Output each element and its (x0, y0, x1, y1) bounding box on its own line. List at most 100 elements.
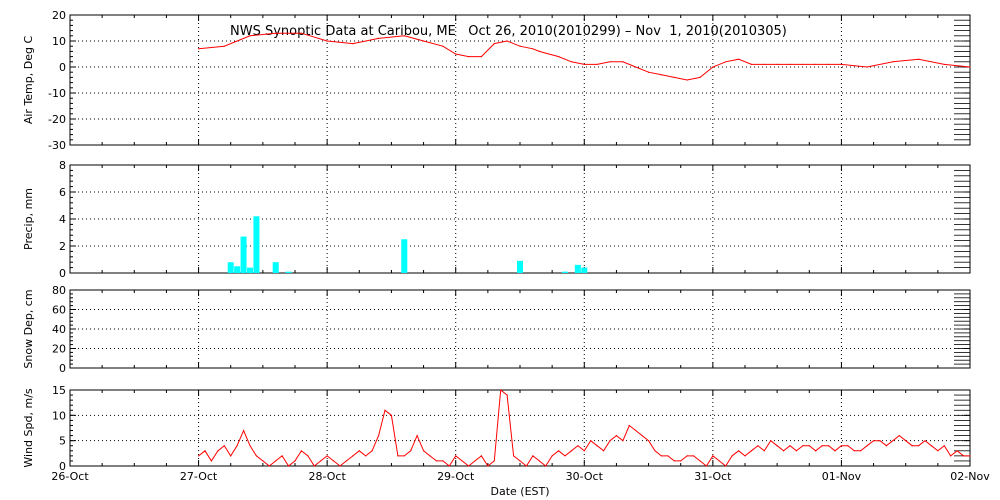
air-temp-point (467, 56, 470, 58)
air-temp-point (570, 61, 573, 63)
wind-speed-point (705, 465, 708, 467)
y-tick-label: 20 (52, 9, 66, 22)
wind-speed-point (384, 409, 386, 411)
wind-speed-point (442, 460, 444, 462)
air-temp-panel: 20 10 0 -10 -20 -30 Air Temp, Deg C (22, 9, 971, 152)
air-temp-point (789, 63, 791, 65)
wind-speed-point (847, 445, 849, 447)
wind-speed-point (403, 455, 405, 457)
air-temp-point (275, 32, 277, 34)
wind-speed-point (866, 445, 868, 447)
air-temp-point (712, 66, 714, 68)
wind-speed-point (937, 450, 939, 452)
wind-speed-point (268, 465, 270, 467)
wind-speed-point (262, 460, 264, 462)
wind-speed-point (339, 465, 341, 467)
x-tick-label: 31-Oct (694, 470, 732, 483)
wind-speed-point (294, 460, 296, 462)
plot-frame (69, 14, 971, 146)
air-temp-point (249, 35, 251, 37)
air-temp-point (422, 40, 425, 42)
wind-speed-point (763, 450, 765, 452)
wind-speed-point (435, 460, 438, 462)
wind-speed-point (557, 450, 560, 452)
x-tick-label: 27-Oct (180, 470, 218, 483)
precip-bar (247, 267, 253, 273)
wind-speed-point (860, 450, 862, 452)
air-temp-point (802, 63, 804, 65)
wind-speed-point (622, 440, 624, 442)
wind-speed-point (635, 429, 637, 432)
wind-speed-point (397, 455, 399, 457)
wind-speed-panel: 15 10 5 0 Wind Spd, m/s (22, 384, 971, 473)
precip-y-label: Precip, mm (22, 188, 35, 250)
wind-speed-point (924, 440, 926, 442)
wind-speed-point (879, 440, 881, 442)
wind-speed-point (872, 440, 875, 442)
wind-speed-point (654, 450, 656, 452)
precip-bar (272, 262, 279, 273)
wind-speed-point (628, 424, 630, 427)
y-tick-label: 4 (59, 213, 66, 226)
wind-speed-point (474, 460, 476, 462)
wind-speed-point (950, 455, 952, 457)
wind-speed-point (673, 460, 675, 462)
wind-speed-y-label: Wind Spd, m/s (22, 388, 35, 468)
wind-speed-point (815, 450, 817, 452)
wind-speed-point (776, 445, 778, 447)
wind-speed-point (962, 455, 965, 457)
y-tick-label: 0 (59, 61, 66, 74)
wind-speed-point (718, 460, 720, 462)
air-temp-point (660, 74, 663, 76)
air-temp-point (480, 56, 483, 58)
x-tick-label: 01-Nov (822, 470, 862, 483)
wind-speed-point (782, 450, 785, 452)
air-temp-series-line (198, 32, 971, 81)
wind-speed-point (802, 445, 804, 447)
wind-speed-point (602, 450, 605, 452)
wind-speed-point (737, 450, 740, 452)
wind-speed-point (969, 455, 971, 457)
wind-speed-point (731, 455, 733, 457)
wind-speed-point (757, 445, 759, 447)
y-tick-label: 60 (52, 304, 66, 317)
wind-speed-point (197, 455, 200, 457)
wind-speed-point (609, 440, 611, 442)
x-tick-label: 28-Oct (308, 470, 346, 483)
precip-bar (253, 216, 260, 273)
air-temp-point (969, 66, 971, 68)
precip-bar (562, 271, 568, 273)
y-tick-label: 20 (52, 343, 66, 356)
snow-depth-panel: 80 60 40 20 0 Snow Dep, cm (22, 284, 971, 375)
wind-speed-point (590, 440, 592, 442)
wind-speed-point (287, 465, 290, 467)
air-temp-point (326, 40, 328, 42)
wind-speed-point (930, 445, 933, 447)
wind-speed-point (500, 389, 502, 391)
precip-bar (240, 236, 247, 273)
y-tick-label: 8 (59, 159, 66, 172)
wind-speed-point (545, 465, 547, 467)
air-temp-y-label: Air Temp, Deg C (22, 36, 35, 125)
wind-speed-point (307, 455, 309, 457)
wind-speed-point (390, 414, 393, 416)
wind-speed-point (853, 450, 855, 452)
wind-speed-point (795, 450, 798, 452)
wind-speed-point (480, 455, 483, 457)
plot-frame (69, 389, 971, 467)
wind-speed-point (377, 435, 380, 437)
wind-speed-point (525, 465, 528, 467)
y-tick-label: -20 (48, 113, 66, 126)
air-temp-point (943, 63, 945, 65)
air-temp-point (866, 66, 868, 68)
y-tick-label: 15 (52, 384, 66, 397)
wind-speed-point (564, 455, 566, 457)
wind-speed-point (821, 445, 823, 447)
air-temp-point (776, 63, 778, 65)
air-temp-point (750, 63, 753, 65)
wind-speed-point (236, 445, 238, 447)
x-tick-label: 02-Nov (950, 470, 990, 483)
air-temp-point (377, 37, 380, 40)
wind-speed-point (834, 450, 836, 452)
